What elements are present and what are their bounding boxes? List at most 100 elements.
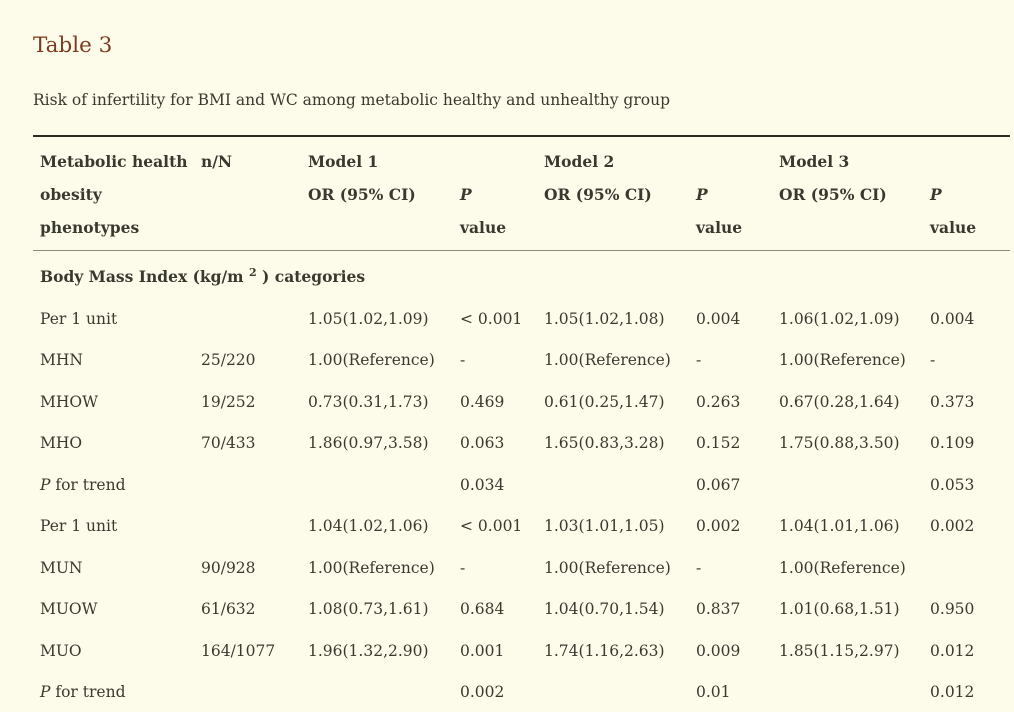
p-cell: 0.012 — [930, 683, 975, 701]
header-model-3: Model 3 — [779, 152, 850, 171]
or-cell: 1.08(0.73,1.61) — [308, 600, 429, 618]
header-phenotypes-line3: phenotypes — [40, 218, 140, 237]
n-cell — [201, 506, 308, 548]
p-cell: 0.950 — [930, 600, 975, 618]
or-cell: 1.06(1.02,1.09) — [779, 309, 900, 328]
table-row-p-for-trend: P for trend 0.002 0.01 0.012 — [33, 672, 1010, 712]
p-value-word: value — [460, 218, 507, 237]
table-row: MUOW 61/632 1.08(0.73,1.61) 0.684 1.04(0… — [33, 589, 1010, 631]
p-value-word: value — [696, 218, 743, 237]
or-cell: 0.67(0.28,1.64) — [779, 392, 900, 411]
header-p-model-3: P value — [930, 178, 1011, 251]
section-row-bmi: Body Mass Index (kg/m 2 ) categories — [33, 251, 1010, 299]
or-cell: 1.96(1.32,2.90) — [308, 641, 429, 660]
row-label-cell: MUN — [40, 558, 83, 577]
section-label: Body Mass Index (kg/m 2 ) categories — [33, 251, 1010, 299]
or-cell: 1.00(Reference) — [544, 351, 671, 369]
section-label-pre: Body Mass Index (kg/m — [40, 267, 249, 286]
p-cell: 0.002 — [930, 517, 975, 535]
header-or-model-1: OR (95% CI) — [308, 178, 460, 251]
p-cell: 0.837 — [696, 600, 741, 618]
or-cell: 1.00(Reference) — [779, 558, 906, 577]
row-label-cell: MHN — [40, 351, 83, 369]
p-cell: 0.373 — [930, 392, 975, 411]
or-cell: 1.05(1.02,1.09) — [308, 309, 429, 328]
header-model-2: Model 2 — [544, 152, 615, 171]
n-cell — [201, 672, 308, 712]
n-cell: 164/1077 — [201, 641, 276, 660]
p-symbol: P — [930, 185, 942, 204]
or-cell — [779, 672, 930, 712]
or-cell: 1.04(1.02,1.06) — [308, 517, 429, 535]
table-header: Metabolic health obesity phenotypes n/N … — [33, 136, 1011, 251]
or-cell — [544, 465, 696, 507]
row-label-cell: MHOW — [40, 392, 99, 411]
results-table: Metabolic health obesity phenotypes n/N … — [33, 135, 1011, 712]
header-or-model-3: OR (95% CI) — [779, 178, 931, 251]
p-cell: < 0.001 — [460, 309, 523, 328]
p-cell: 0.469 — [460, 392, 505, 411]
table-caption: Risk of infertility for BMI and WC among… — [33, 91, 670, 109]
table-row: MUO 164/1077 1.96(1.32,2.90) 0.001 1.74(… — [33, 631, 1010, 673]
row-label-cell: P for trend — [33, 465, 201, 507]
or-cell: 1.00(Reference) — [308, 558, 435, 577]
or-cell: 1.04(0.70,1.54) — [544, 600, 665, 618]
header-phenotypes-line2: obesity — [40, 185, 102, 204]
table-row: MHN 25/220 1.00(Reference) - 1.00(Refere… — [33, 340, 1010, 382]
header-p-model-1: P value — [460, 178, 545, 251]
p-cell: 0.067 — [696, 475, 741, 494]
p-cell: < 0.001 — [460, 517, 523, 535]
or-cell — [779, 465, 930, 507]
p-cell: 0.684 — [460, 600, 505, 618]
row-label-cell: Per 1 unit — [40, 309, 118, 328]
header-p-model-2: P value — [696, 178, 780, 251]
p-cell: 0.063 — [460, 434, 505, 452]
p-cell: 0.053 — [930, 475, 975, 494]
p-cell: 0.034 — [460, 475, 505, 494]
p-cell: 0.152 — [696, 434, 741, 452]
p-cell: 0.002 — [460, 683, 505, 701]
p-cell: 0.004 — [696, 309, 741, 328]
p-cell: - — [696, 558, 702, 577]
p-cell: 0.004 — [930, 309, 975, 328]
p-cell: - — [930, 351, 936, 369]
or-cell: 1.03(1.01,1.05) — [544, 517, 665, 535]
header-or-model-2: OR (95% CI) — [544, 178, 697, 251]
p-symbol: P — [40, 475, 51, 494]
superscript-2: 2 — [248, 265, 257, 279]
p-for-trend-text: for trend — [50, 475, 126, 494]
or-cell — [544, 672, 696, 712]
n-cell — [201, 465, 308, 507]
n-cell: 25/220 — [201, 351, 256, 369]
or-cell: 1.00(Reference) — [308, 351, 435, 369]
p-cell: 0.012 — [930, 641, 975, 660]
or-cell: 1.01(0.68,1.51) — [779, 600, 900, 618]
p-symbol: P — [696, 185, 708, 204]
p-cell: 0.002 — [696, 517, 741, 535]
table-row: MUN 90/928 1.00(Reference) - 1.00(Refere… — [33, 548, 1010, 590]
table-body: Body Mass Index (kg/m 2 ) categories Per… — [33, 251, 1010, 712]
table-row: Per 1 unit 1.04(1.02,1.06) < 0.001 1.03(… — [33, 506, 1010, 548]
or-cell — [308, 465, 460, 507]
or-cell: 1.65(0.83,3.28) — [544, 434, 665, 452]
p-cell: 0.01 — [696, 683, 731, 701]
p-cell: - — [460, 351, 466, 369]
table-row: Per 1 unit 1.05(1.02,1.09) < 0.001 1.05(… — [33, 299, 1010, 341]
or-cell: 1.86(0.97,3.58) — [308, 434, 429, 452]
header-model-1: Model 1 — [308, 152, 379, 171]
p-cell: - — [460, 558, 466, 577]
p-symbol: P — [40, 683, 51, 701]
row-label-cell: MUOW — [40, 600, 98, 618]
header-phenotypes-line1: Metabolic health — [40, 152, 188, 171]
table-row: MHOW 19/252 0.73(0.31,1.73) 0.469 0.61(0… — [33, 382, 1010, 424]
n-cell — [201, 299, 308, 341]
p-cell: 0.001 — [460, 641, 505, 660]
table-row-p-for-trend: P for trend 0.034 0.067 0.053 — [33, 465, 1010, 507]
page-title: Table 3 — [33, 33, 113, 58]
row-label-cell: MHO — [40, 434, 83, 452]
or-cell: 0.61(0.25,1.47) — [544, 392, 665, 411]
table-row: MHO 70/433 1.86(0.97,3.58) 0.063 1.65(0.… — [33, 423, 1010, 465]
row-label-cell: MUO — [40, 641, 82, 660]
p-cell — [930, 548, 1010, 590]
